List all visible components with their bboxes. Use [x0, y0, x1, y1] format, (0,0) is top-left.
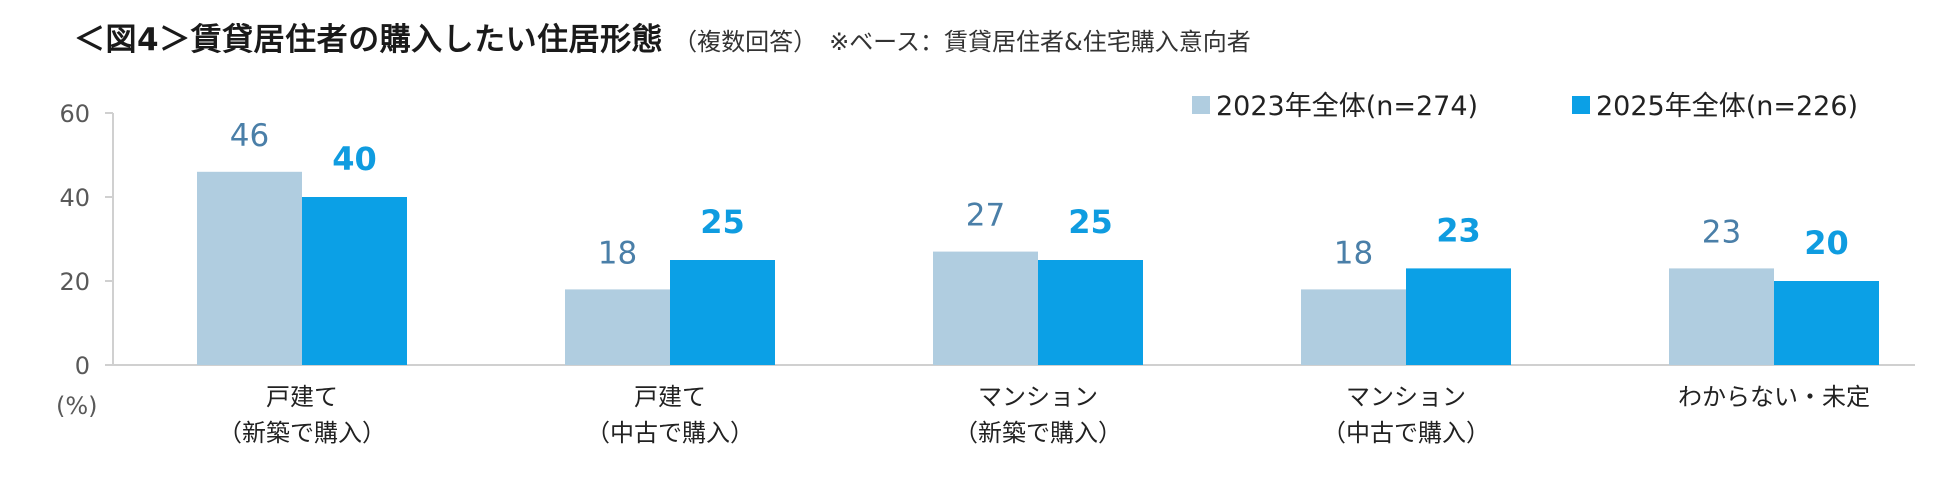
data-label-2025: 25	[1068, 203, 1113, 241]
y-tick-label: 20	[59, 268, 90, 296]
data-label-2023: 46	[230, 118, 269, 154]
chart-title-row: ＜図4＞賃貸居住者の購入したい住居形態 （複数回答） ※ベース：賃貸居住者&住宅購入…	[74, 14, 1251, 59]
bar-2023	[1301, 289, 1406, 365]
bar-2023	[1669, 268, 1774, 365]
category-label: 戸建て	[634, 383, 706, 411]
category-label: （中古で購入）	[1322, 419, 1490, 447]
y-tick-label: 60	[59, 100, 90, 128]
bar-2025	[1038, 260, 1143, 365]
data-label-2023: 18	[1334, 235, 1373, 271]
chart-subtitle-note: （複数回答）	[673, 28, 818, 56]
bar-2025	[1406, 268, 1511, 365]
y-axis-unit-label: (%)	[56, 392, 98, 420]
chart-title: ＜図4＞賃貸居住者の購入したい住居形態	[74, 22, 664, 58]
y-tick-label: 40	[59, 184, 90, 212]
bar-2025	[670, 260, 775, 365]
chart-base-note: ※ベース：賃貸居住者&住宅購入意向者	[829, 28, 1251, 56]
data-label-2023: 23	[1702, 214, 1741, 250]
data-label-2025: 25	[700, 203, 745, 241]
category-label: 戸建て	[266, 383, 338, 411]
category-label: わからない・未定	[1678, 383, 1870, 411]
data-label-2025: 23	[1436, 211, 1481, 249]
category-label: （新築で購入）	[218, 419, 386, 447]
legend-label-2023: 2023年全体(n=274)	[1216, 91, 1478, 122]
data-label-2025: 20	[1804, 224, 1849, 262]
data-label-2025: 40	[332, 140, 377, 178]
category-label: マンション	[978, 383, 1098, 411]
y-tick-label: 0	[75, 352, 90, 380]
bar-2023	[565, 289, 670, 365]
bar-2025	[1774, 281, 1879, 365]
category-label: （新築で購入）	[954, 419, 1122, 447]
category-label: マンション	[1346, 383, 1466, 411]
data-label-2023: 27	[966, 198, 1005, 234]
bar-2025	[302, 197, 407, 365]
legend-swatch-2023	[1192, 96, 1210, 114]
bar-2023	[933, 251, 1038, 365]
legend-label-2025: 2025年全体(n=226)	[1596, 91, 1858, 122]
bar-2023	[197, 171, 302, 365]
data-label-2023: 18	[598, 235, 637, 271]
category-label: （中古で購入）	[586, 419, 754, 447]
legend-swatch-2025	[1572, 96, 1590, 114]
